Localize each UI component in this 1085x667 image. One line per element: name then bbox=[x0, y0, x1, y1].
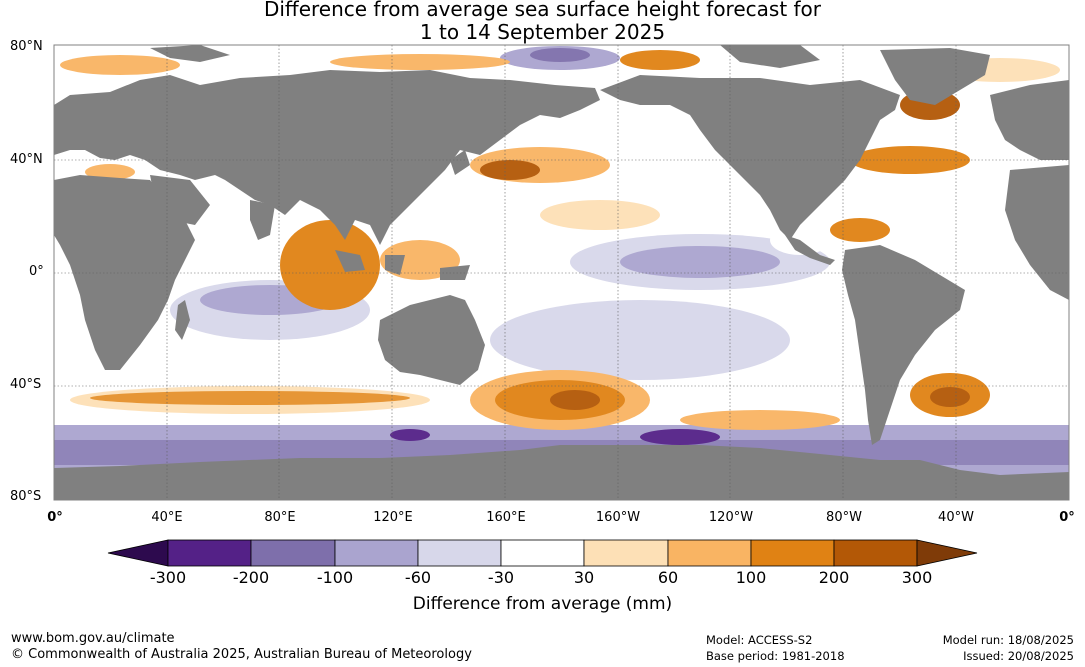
colorbar-segment bbox=[167, 539, 252, 567]
colorbar-tick-label: -60 bbox=[404, 568, 432, 587]
footer-copyright: © Commonwealth of Australia 2025, Austra… bbox=[11, 647, 472, 662]
antarctica bbox=[54, 445, 1069, 500]
footer-model-run: Model run: 18/08/2025 bbox=[942, 633, 1074, 647]
colorbar-tick-label: 200 bbox=[818, 568, 850, 587]
colorbar-segment bbox=[583, 539, 669, 567]
greenland bbox=[880, 48, 990, 105]
africa bbox=[54, 175, 195, 370]
colorbar-segment bbox=[417, 539, 502, 567]
footer-base-period: Base period: 1981-2018 bbox=[706, 649, 845, 663]
map-title-line-1: Difference from average sea surface heig… bbox=[263, 0, 822, 21]
colorbar-segment-above-300 bbox=[916, 539, 978, 567]
lat-label-80s: 80°S bbox=[10, 489, 42, 504]
footer-model: Model: ACCESS-S2 bbox=[706, 633, 813, 647]
north-america bbox=[600, 75, 900, 240]
lon-label-120w: 120°W bbox=[708, 510, 754, 525]
land-masses bbox=[54, 45, 1069, 500]
map-plot-area bbox=[54, 45, 1069, 500]
lat-label-40s: 40°S bbox=[10, 377, 42, 392]
lon-label-80w: 80°W bbox=[826, 510, 862, 525]
lon-label-120e: 120°E bbox=[373, 510, 413, 525]
lon-label-0-right: 0° bbox=[1059, 510, 1075, 525]
colorbar-segment bbox=[833, 539, 918, 567]
colorbar-tick-label: 300 bbox=[901, 568, 933, 587]
colorbar-tick-label: -300 bbox=[149, 568, 187, 587]
colorbar-segment bbox=[334, 539, 419, 567]
lat-label-80n: 80°N bbox=[10, 39, 43, 54]
colorbar-tick-label: -100 bbox=[316, 568, 354, 587]
map-title-line-2: 1 to 14 September 2025 bbox=[419, 20, 666, 44]
footer-url[interactable]: www.bom.gov.au/climate bbox=[11, 631, 175, 646]
lon-label-40w: 40°W bbox=[938, 510, 974, 525]
lat-label-equator: 0° bbox=[29, 264, 44, 279]
colorbar-segment-below-300 bbox=[107, 539, 169, 567]
australia bbox=[378, 295, 485, 385]
lat-label-40n: 40°N bbox=[10, 152, 43, 167]
colorbar-title: Difference from average (mm) bbox=[412, 594, 673, 614]
eurasia bbox=[54, 70, 600, 245]
south-america bbox=[842, 245, 965, 445]
colorbar-segment bbox=[500, 539, 585, 567]
lon-label-40e: 40°E bbox=[151, 510, 183, 525]
colorbar-tick-label: -200 bbox=[232, 568, 270, 587]
lon-label-160e: 160°E bbox=[486, 510, 526, 525]
lon-label-160w: 160°W bbox=[595, 510, 641, 525]
colorbar-segment bbox=[667, 539, 752, 567]
colorbar-tick-label: 60 bbox=[657, 568, 679, 587]
lon-label-0-left: 0° bbox=[47, 510, 63, 525]
colorbar bbox=[107, 539, 978, 567]
map-frame bbox=[53, 44, 1070, 501]
colorbar-tick-label: 30 bbox=[573, 568, 595, 587]
footer-issued: Issued: 20/08/2025 bbox=[963, 649, 1074, 663]
lon-label-80e: 80°E bbox=[264, 510, 296, 525]
colorbar-segment bbox=[750, 539, 835, 567]
colorbar-tick-label: -30 bbox=[487, 568, 515, 587]
colorbar-segment bbox=[250, 539, 336, 567]
gridlines bbox=[54, 45, 1069, 500]
colorbar-tick-label: 100 bbox=[735, 568, 767, 587]
